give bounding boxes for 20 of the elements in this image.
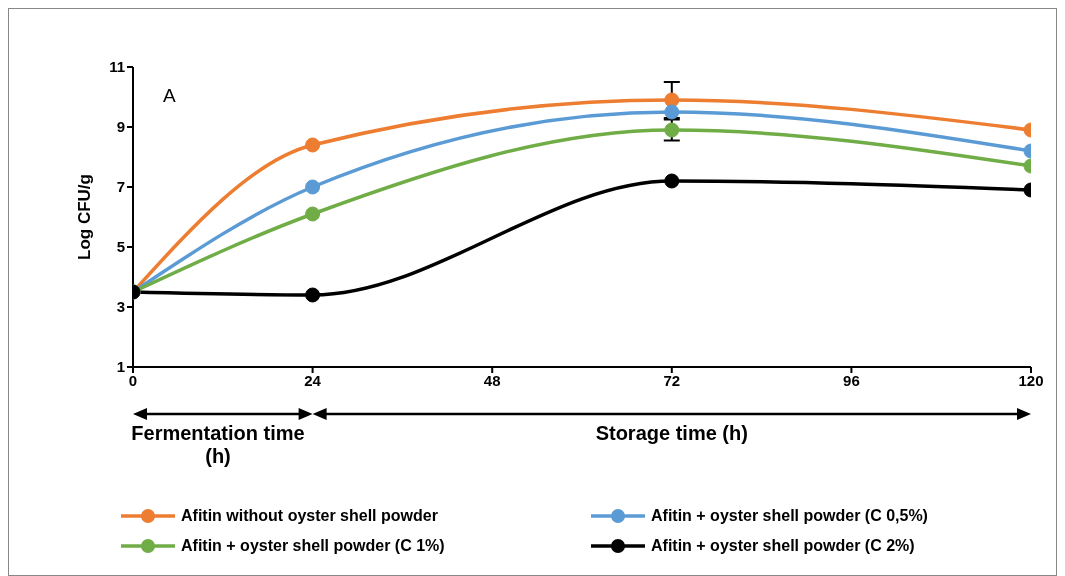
y-tick-label: 5 [116, 238, 125, 256]
legend-label: Afitin without oyster shell powder [181, 507, 438, 525]
y-tick-label: 9 [116, 118, 125, 136]
y-tick-label: 3 [116, 298, 125, 316]
y-tick-label: 1 [116, 358, 125, 376]
x-tick-label: 48 [483, 371, 501, 389]
x-tick-label: 120 [1018, 371, 1044, 389]
text: Fermentation time (h) [130, 422, 306, 468]
x-tick-label: 96 [843, 371, 860, 389]
legend-label: Afitin + oyster shell powder (C 1%) [181, 537, 445, 555]
x-tick-label: 24 [304, 371, 322, 389]
x-tick-label: 72 [663, 371, 681, 389]
text: Storage time (h) [594, 422, 749, 445]
legend-label: Afitin + oyster shell powder (C 2%) [651, 537, 915, 555]
y-tick-label: 11 [109, 58, 125, 76]
x-tick-label: 0 [128, 371, 138, 389]
y-axis-title: Log CFU/g [75, 174, 95, 260]
y-tick-label: 7 [116, 178, 125, 196]
legend-label: Afitin + oyster shell powder (C 0,5%) [651, 507, 928, 525]
annotation: A [163, 85, 176, 107]
